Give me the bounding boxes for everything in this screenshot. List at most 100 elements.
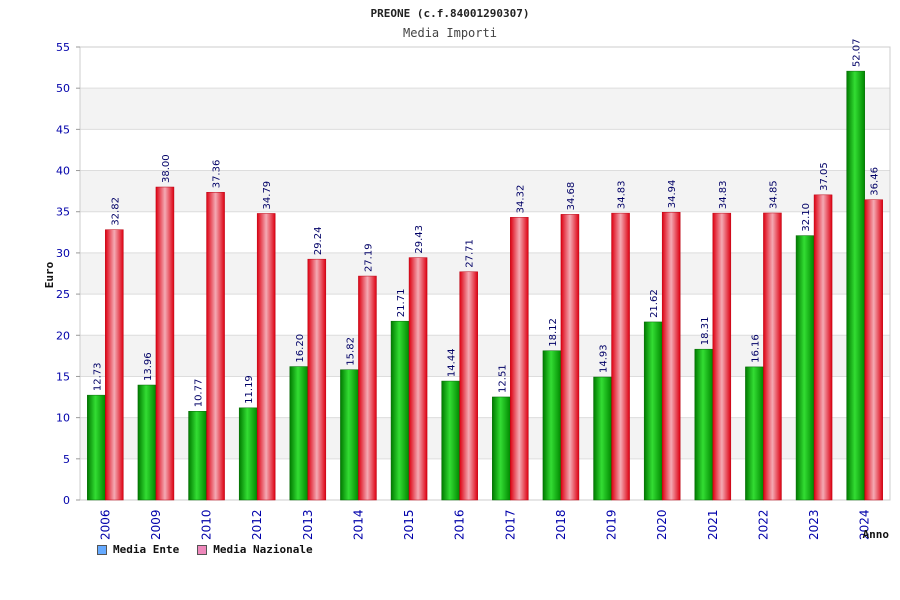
bar-media-ente	[441, 380, 460, 501]
x-tick-label: 2024	[858, 509, 872, 540]
y-tick-label: 30	[56, 247, 70, 260]
data-label: 10.77	[194, 379, 205, 408]
x-tick-label: 2014	[351, 509, 365, 540]
bar-media-nazionale	[459, 271, 478, 501]
x-tick-label: 2019	[605, 509, 619, 540]
y-tick-label: 40	[56, 165, 70, 178]
x-tick-label: 2010	[200, 509, 214, 540]
data-label: 21.62	[649, 289, 660, 318]
data-label: 29.43	[414, 225, 425, 254]
bar-media-nazionale	[611, 212, 630, 501]
data-label: 11.19	[244, 375, 255, 404]
bars	[87, 70, 883, 501]
legend-item-media-ente: Media Ente	[97, 543, 179, 556]
data-label: 37.36	[212, 160, 223, 189]
y-tick-label: 45	[56, 123, 70, 136]
legend-item-media-nazionale: Media Nazionale	[197, 543, 313, 556]
x-tick-label: 2020	[655, 509, 669, 540]
y-tick-label: 55	[56, 41, 70, 54]
x-tick-label: 2018	[554, 509, 568, 540]
grid-band	[80, 129, 890, 171]
bar-media-ente	[492, 396, 511, 501]
bar-media-nazionale	[256, 213, 276, 501]
data-label: 27.19	[363, 243, 374, 272]
x-tick-label: 2013	[301, 509, 315, 540]
chart-subtitle: Media Importi	[403, 26, 497, 40]
legend-label-media-ente: Media Ente	[113, 543, 180, 556]
data-label: 12.73	[92, 363, 103, 392]
bar-media-ente	[542, 350, 562, 501]
bar-media-ente	[643, 321, 663, 501]
y-tick-label: 20	[56, 329, 70, 342]
bar-media-nazionale	[105, 229, 124, 501]
legend-swatch-media-ente	[97, 544, 107, 555]
data-label: 34.32	[515, 185, 526, 214]
bar-media-nazionale	[206, 192, 225, 501]
bar-media-nazionale	[712, 212, 732, 501]
bar-media-nazionale	[661, 211, 681, 501]
legend-label-media-nazionale: Media Nazionale	[213, 543, 313, 556]
grid-band	[80, 47, 890, 89]
data-label: 37.05	[819, 162, 830, 191]
y-axis-label: Euro	[43, 261, 56, 288]
x-tick-label: 2006	[98, 509, 112, 540]
data-labels: 12.73 32.82 13.96 38.00 10.77 37.36 11.19 34.79…	[92, 38, 880, 407]
y-tick-label: 50	[56, 82, 70, 95]
bar-media-ente	[340, 369, 359, 501]
grid-band	[80, 88, 890, 130]
bar-media-ente	[846, 70, 865, 501]
data-label: 34.83	[617, 180, 628, 209]
data-label: 34.85	[768, 180, 779, 209]
data-label: 18.12	[548, 318, 559, 347]
data-label: 34.79	[262, 181, 273, 210]
bar-media-ente	[745, 366, 764, 501]
bar-media-nazionale	[358, 275, 377, 501]
bar-media-ente	[87, 394, 106, 501]
data-label: 29.24	[313, 227, 324, 256]
legend-swatch-media-nazionale	[197, 544, 208, 555]
legend: Media Ente Media Nazionale	[97, 543, 313, 556]
data-label: 16.20	[295, 334, 306, 363]
data-label: 12.51	[497, 364, 508, 393]
data-label: 27.71	[465, 239, 476, 268]
bar-media-ente	[289, 366, 309, 501]
bar-media-nazionale	[155, 186, 175, 501]
x-tick-label: 2012	[250, 509, 264, 540]
bar-media-nazionale	[813, 194, 833, 501]
y-tick-label: 15	[56, 370, 70, 383]
x-tick-label: 2023	[807, 509, 821, 540]
chart-title: PREONE (c.f.84001290307)	[371, 7, 530, 20]
data-label: 34.68	[566, 182, 577, 211]
x-tick-label: 2016	[453, 509, 467, 540]
bar-media-ente	[795, 235, 815, 501]
y-tick-label: 25	[56, 288, 70, 301]
y-tick-label: 0	[63, 494, 70, 507]
data-label: 14.93	[599, 344, 610, 373]
data-label: 38.00	[161, 154, 172, 183]
data-label: 21.71	[396, 289, 407, 318]
bar-media-ente	[188, 411, 207, 501]
bar-media-ente	[390, 320, 410, 501]
x-tick-label: 2015	[402, 509, 416, 540]
data-label: 32.82	[110, 197, 121, 226]
x-tick-label: 2009	[149, 509, 163, 540]
x-tick-label: 2021	[706, 509, 720, 540]
x-axis-ticks: 2006 2009 2010 2012 2013 2014 2015 2016 2017 2018…	[98, 509, 871, 540]
data-label: 14.44	[447, 348, 458, 377]
x-axis-label: Anno	[863, 528, 890, 541]
bar-media-nazionale	[560, 214, 580, 501]
data-label: 34.83	[718, 180, 729, 209]
x-tick-label: 2017	[503, 509, 517, 540]
bar-media-ente	[238, 407, 258, 501]
bar-media-ente	[694, 348, 714, 501]
bar-media-ente	[137, 384, 157, 501]
data-label: 16.16	[750, 334, 761, 363]
data-label: 34.94	[667, 180, 678, 209]
data-label: 36.46	[870, 167, 881, 196]
y-tick-label: 10	[56, 412, 70, 425]
data-label: 52.07	[852, 38, 863, 67]
x-tick-label: 2022	[756, 509, 770, 540]
bar-media-nazionale	[510, 217, 529, 501]
data-label: 13.96	[143, 352, 154, 381]
